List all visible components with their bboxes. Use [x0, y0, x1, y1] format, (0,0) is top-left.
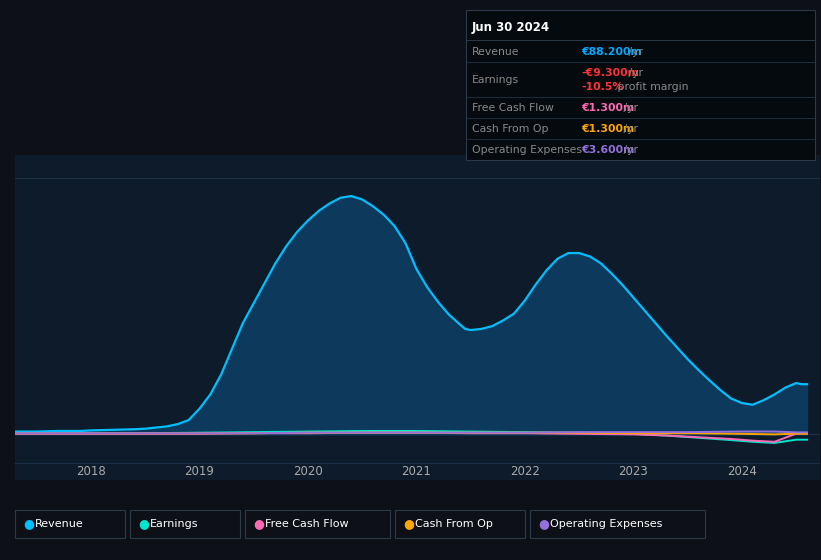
Text: /yr: /yr [620, 103, 637, 113]
Text: Revenue: Revenue [472, 46, 520, 57]
Text: Earnings: Earnings [472, 75, 519, 85]
Text: ●: ● [253, 517, 264, 530]
Text: Jun 30 2024: Jun 30 2024 [472, 21, 550, 34]
Text: ●: ● [403, 517, 414, 530]
Text: Free Cash Flow: Free Cash Flow [265, 519, 349, 529]
Text: €1.300m: €1.300m [581, 103, 635, 113]
Text: /yr: /yr [620, 144, 637, 155]
Text: €88.200m: €88.200m [581, 46, 642, 57]
Text: 2018: 2018 [76, 465, 106, 478]
Text: Cash From Op: Cash From Op [472, 124, 548, 134]
Text: /yr: /yr [620, 124, 637, 134]
Text: Earnings: Earnings [150, 519, 199, 529]
Text: Operating Expenses: Operating Expenses [472, 144, 582, 155]
Text: €3.600m: €3.600m [581, 144, 635, 155]
Text: Free Cash Flow: Free Cash Flow [472, 103, 554, 113]
Text: 2020: 2020 [293, 465, 323, 478]
Text: 2019: 2019 [185, 465, 214, 478]
Text: 2021: 2021 [401, 465, 431, 478]
Text: /yr: /yr [625, 68, 643, 77]
Text: Revenue: Revenue [35, 519, 84, 529]
Text: 2023: 2023 [618, 465, 649, 478]
Text: profit margin: profit margin [614, 82, 689, 92]
Text: ●: ● [23, 517, 34, 530]
Text: Operating Expenses: Operating Expenses [550, 519, 663, 529]
Text: ●: ● [138, 517, 149, 530]
Text: -10.5%: -10.5% [581, 82, 623, 92]
Text: 2022: 2022 [510, 465, 540, 478]
Text: -€9.300m: -€9.300m [581, 68, 639, 77]
Text: ●: ● [538, 517, 549, 530]
Text: €1.300m: €1.300m [581, 124, 635, 134]
Text: Cash From Op: Cash From Op [415, 519, 493, 529]
Text: 2024: 2024 [727, 465, 757, 478]
Text: /yr: /yr [625, 46, 643, 57]
